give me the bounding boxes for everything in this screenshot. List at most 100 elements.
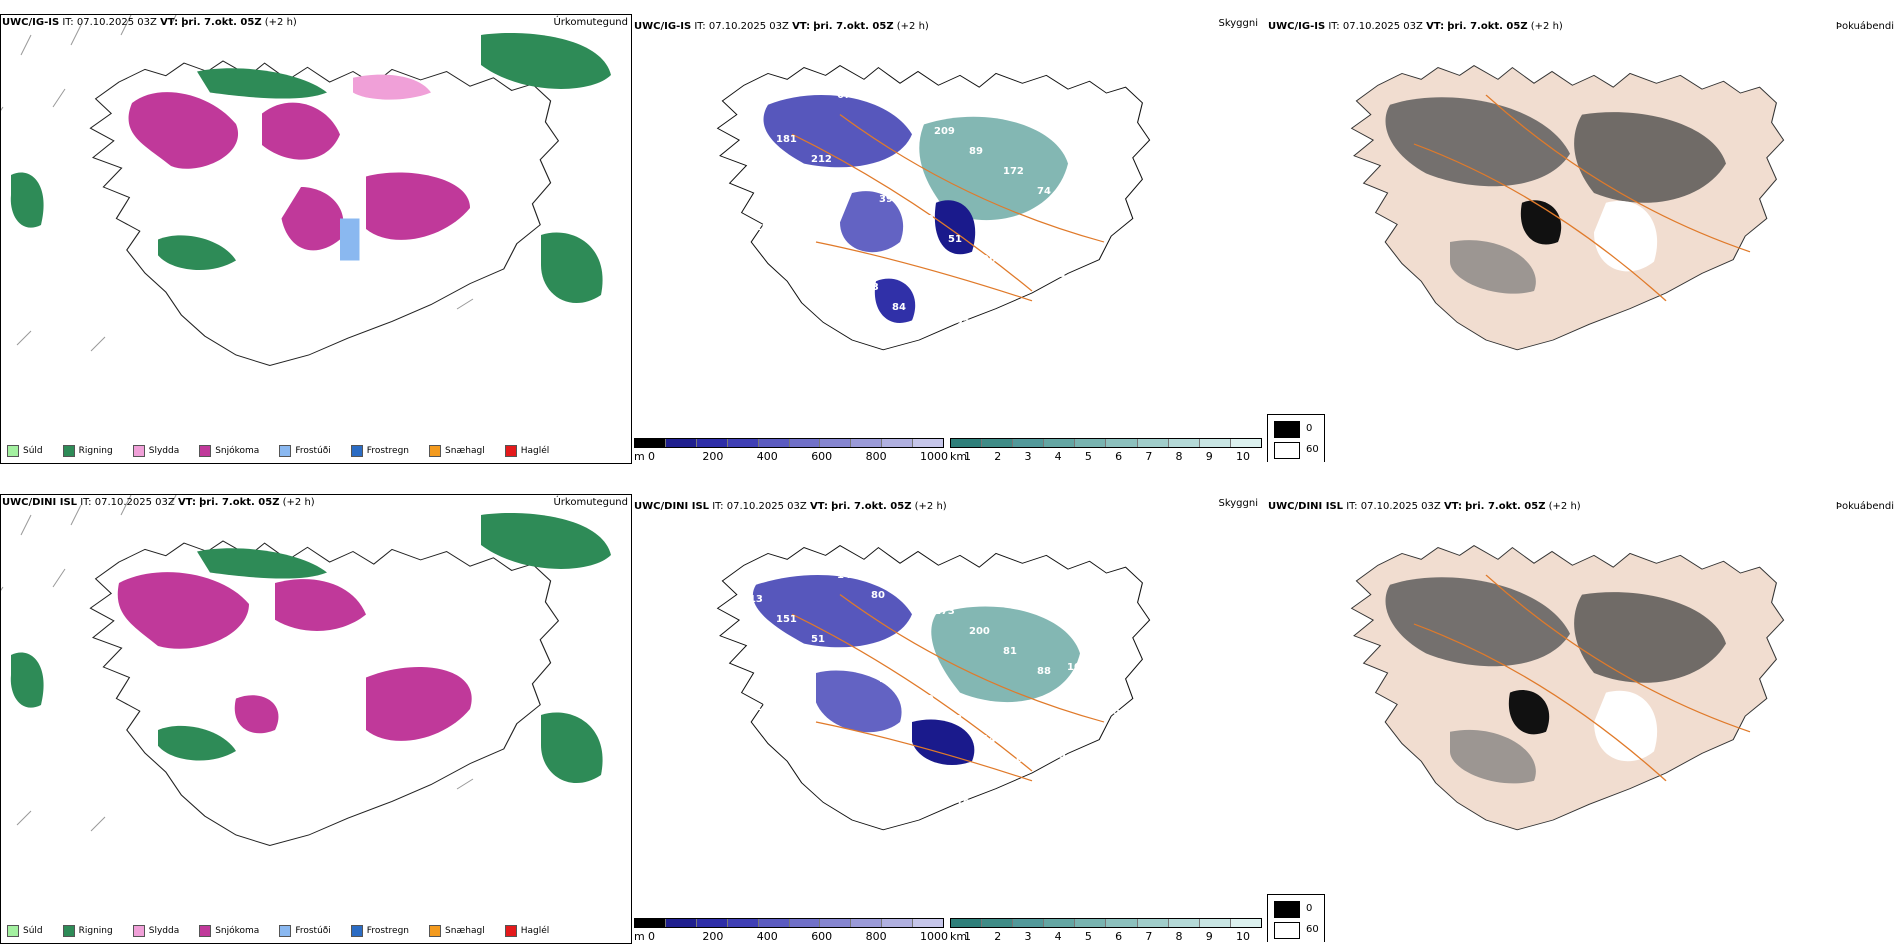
cloud-base-label: 75 bbox=[781, 158, 795, 169]
colorbar-cell bbox=[789, 439, 821, 447]
legend-item-sleet: Slydda bbox=[132, 925, 179, 937]
it-label: IT: bbox=[62, 17, 74, 28]
cloud-base-label: 47 bbox=[802, 350, 816, 361]
cloud-base-label: 98 bbox=[845, 654, 859, 665]
fog-legend-row2: 0 60 bbox=[1267, 894, 1325, 942]
cloud-base-label: 105 bbox=[1045, 750, 1066, 761]
cloud-base-label: 67 bbox=[832, 346, 846, 357]
cloud-map-row1: UWC/IG-IS IT: 07.10.2025 03Z VT: þri. 7.… bbox=[632, 14, 1264, 462]
colorbar-cell bbox=[1044, 439, 1076, 447]
cloud-base-label: 89 bbox=[781, 638, 795, 649]
colorbar-km-labels: km 1 2 3 4 5 6 7 8 9 10 bbox=[950, 928, 1262, 942]
colorbar-tick-label: 1000 bbox=[920, 930, 948, 942]
colorbar-tick-label: 5 bbox=[1084, 930, 1092, 942]
colorbar-km-row2: km 1 2 3 4 5 6 7 8 9 10 bbox=[950, 918, 1262, 942]
cloud-base-label: 47 bbox=[845, 174, 859, 185]
colorbar-cell bbox=[665, 919, 697, 927]
cloud-base-label: 219 bbox=[1101, 682, 1122, 693]
cloud-base-label: 80 bbox=[871, 590, 885, 601]
colorbar-cell bbox=[1075, 439, 1107, 447]
cloud-base-label: 50 bbox=[1093, 118, 1107, 129]
legend-item-hail: Haglél bbox=[504, 445, 549, 457]
colorbar-cell bbox=[1199, 439, 1231, 447]
colorbar-tick-label: 7 bbox=[1145, 930, 1153, 942]
colorbar-tick-label: 1000 bbox=[920, 450, 948, 462]
cloud-base-label: 96 bbox=[982, 254, 996, 265]
cloud-base-label: 123 bbox=[900, 586, 921, 597]
cloud-base-label: 226 bbox=[956, 318, 977, 329]
colorbar-cell bbox=[982, 919, 1014, 927]
cloud-base-label: 84 bbox=[892, 302, 906, 313]
colorbar-cell bbox=[882, 919, 914, 927]
cloud-map-svg-row2: 113 136 97 106 251 151 159 171 219 103 51 105 123 130… bbox=[716, 544, 1151, 849]
colorbar-tick-label: 5 bbox=[1084, 450, 1092, 462]
colorbar-height-cells bbox=[634, 438, 944, 448]
colorbar-cell bbox=[851, 439, 883, 447]
cloud-base-label: 45 bbox=[1106, 706, 1120, 717]
colorbar-unit: km bbox=[950, 930, 968, 942]
legend-item-freezing-rain: Frostregn bbox=[350, 445, 409, 457]
colorbar-tick-label: 400 bbox=[756, 450, 778, 462]
fog-legend-light: 60 bbox=[1306, 924, 1319, 935]
cloud-base-label: 151 bbox=[776, 614, 797, 625]
colorbar-tick-label: 0 bbox=[648, 930, 655, 942]
cloud-base-label: 185 bbox=[1114, 790, 1135, 801]
colorbar-cell bbox=[758, 439, 790, 447]
colorbar-cell bbox=[1013, 919, 1045, 927]
colorbar-tick-label: 9 bbox=[1205, 450, 1213, 462]
cloud-base-label: 51 bbox=[811, 634, 825, 645]
cloud-base-label: 311 bbox=[768, 330, 789, 341]
cloud-base-label: 51 bbox=[948, 234, 962, 245]
colorbar-tick-label: 1 bbox=[964, 930, 971, 942]
cloud-base-label: 136 bbox=[977, 710, 998, 721]
legend-item-rain: Rigning bbox=[62, 925, 113, 937]
fog-legend-dark: 0 bbox=[1306, 423, 1313, 434]
colorbar-tick-label: 800 bbox=[865, 450, 887, 462]
colorbar-cell bbox=[1044, 919, 1076, 927]
vt-label: VT: bbox=[160, 17, 179, 28]
colorbar-cell bbox=[820, 439, 852, 447]
colorbar-unit: m bbox=[634, 450, 645, 462]
cloud-base-label: 74 bbox=[1037, 186, 1051, 197]
colorbar-unit: km bbox=[950, 450, 968, 462]
model-name: UWC/DINI ISL bbox=[634, 501, 710, 512]
colorbar-cell bbox=[913, 439, 944, 447]
precip-legend: Súld Rigning Slydda Snjókoma Frostúði Fr… bbox=[7, 445, 549, 457]
colorbar-tick-label: 7 bbox=[1145, 450, 1153, 462]
cloud-base-label: 152 bbox=[1024, 838, 1045, 849]
cloud-base-label: 105 bbox=[1058, 98, 1079, 109]
colorbar-tick-label: 9 bbox=[1205, 930, 1213, 942]
legend-item-graupel: Snæhagl bbox=[429, 925, 485, 937]
colorbar-km-row1: km 1 2 3 4 5 6 7 8 9 10 bbox=[950, 438, 1262, 462]
legend-item-hail: Haglél bbox=[504, 925, 549, 937]
fog-map-svg-row1 bbox=[1350, 64, 1785, 351]
legend-item-freezing-rain: Frostregn bbox=[350, 925, 409, 937]
precip-type-map-row2: UWC/DINI ISL IT: 07.10.2025 03Z VT: þri.… bbox=[0, 494, 632, 944]
colorbar-cell bbox=[820, 919, 852, 927]
colorbar-cell bbox=[1199, 919, 1231, 927]
precip-panel-title: Úrkomutegund bbox=[553, 17, 628, 28]
colorbar-tick-label: 8 bbox=[1175, 450, 1183, 462]
colorbar-cell bbox=[851, 919, 883, 927]
colorbar-unit: m bbox=[634, 930, 645, 942]
precip-type-map-row1: UWC/IG-IS IT: 07.10.2025 03Z VT: þri. 7.… bbox=[0, 14, 632, 464]
colorbar-tick-label: 600 bbox=[811, 450, 833, 462]
cloud-base-label: 58 bbox=[948, 714, 962, 725]
cloud-base-label: 77 bbox=[858, 762, 872, 773]
cloud-base-label: 171 bbox=[866, 566, 887, 577]
colorbar-cell bbox=[635, 919, 666, 927]
colorbar-cell bbox=[789, 919, 821, 927]
cloud-base-label: 172 bbox=[1003, 166, 1024, 177]
precip-map-svg-row2 bbox=[1, 495, 611, 847]
cloud-base-label: 251 bbox=[921, 778, 942, 789]
lead-time: (+2 h) bbox=[264, 17, 297, 28]
cloud-base-label: 209 bbox=[934, 126, 955, 137]
cloud-base-label: 130 bbox=[755, 702, 776, 713]
colorbar-cell bbox=[696, 439, 728, 447]
cloud-base-label: 164 bbox=[1067, 182, 1088, 193]
colorbar-cell bbox=[1106, 439, 1138, 447]
cloud-base-label: 478 bbox=[921, 298, 942, 309]
cloud-base-label: 70 bbox=[926, 802, 940, 813]
cloud-map-svg-row1: 12 93 67 164 478 181 147 244 193 226 212 174 126 199 1… bbox=[716, 64, 1151, 369]
colorbar-cell bbox=[1137, 439, 1169, 447]
